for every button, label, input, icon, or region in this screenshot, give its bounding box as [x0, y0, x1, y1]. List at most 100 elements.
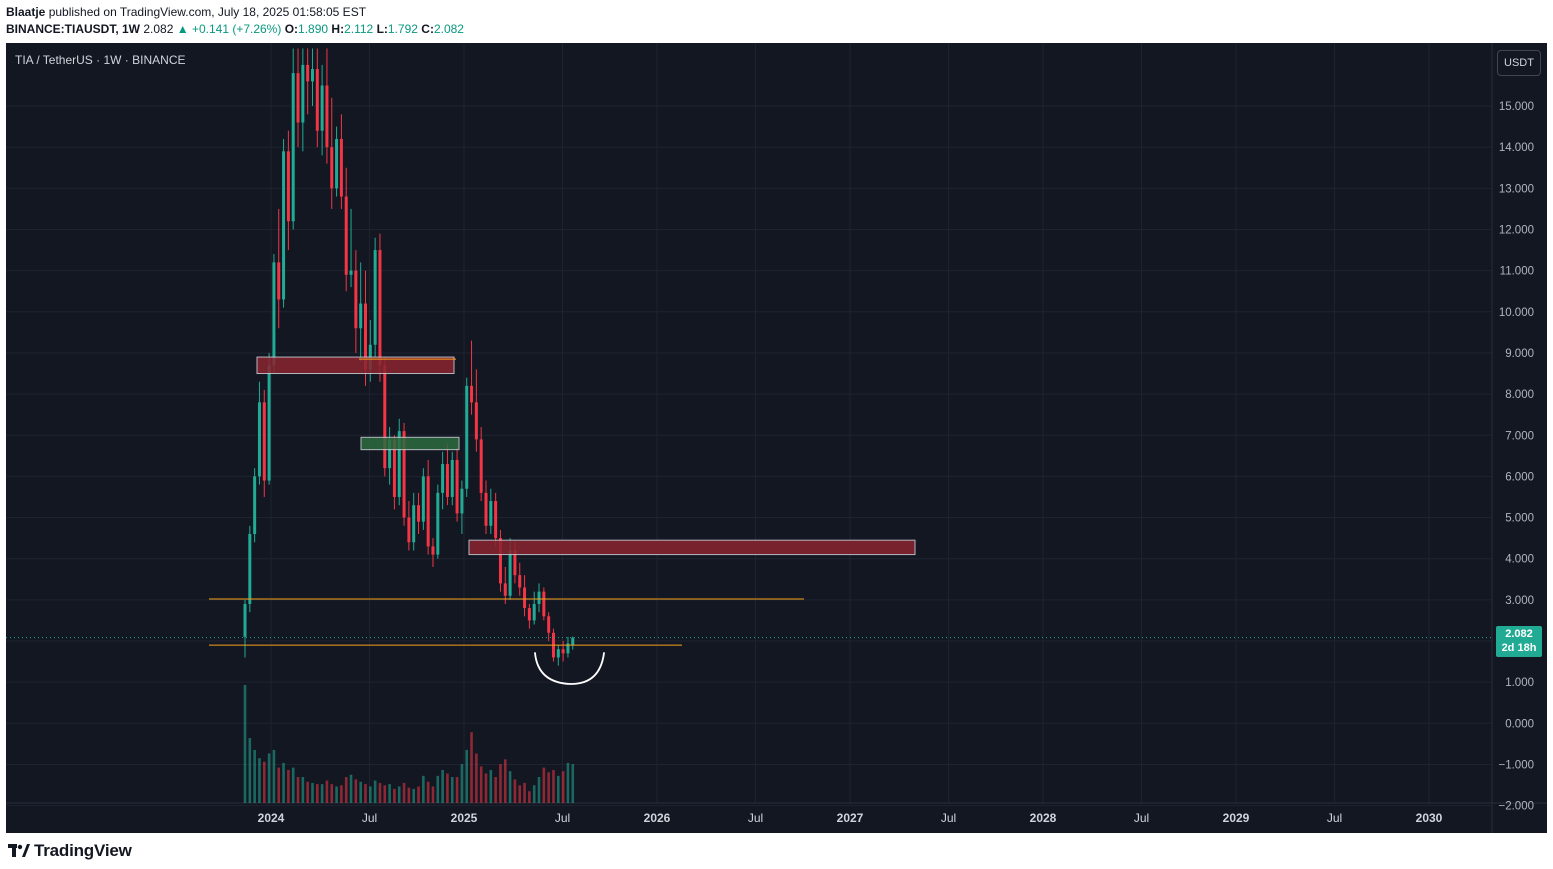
volume-bar — [335, 786, 338, 803]
volume-bar — [262, 761, 266, 803]
candle-body — [373, 250, 377, 345]
candle-body — [325, 85, 329, 148]
bar-countdown: 2d 18h — [1501, 642, 1537, 654]
candle-body — [301, 64, 305, 123]
red-zone — [468, 539, 916, 556]
candle-body — [277, 262, 281, 300]
candle-body — [282, 151, 286, 300]
candle-body — [450, 459, 454, 497]
y-tick-label: 13.000 — [1499, 183, 1534, 195]
y-tick-label: 3.000 — [1505, 595, 1534, 607]
candle-body — [417, 505, 421, 522]
x-tick-label: Jul — [748, 811, 763, 825]
x-tick-label: Jul — [1134, 811, 1149, 825]
volume-bar — [436, 775, 440, 803]
candle-body — [344, 196, 348, 275]
volume-bar — [532, 785, 536, 803]
volume-bar — [311, 782, 314, 803]
candle-body — [470, 385, 474, 403]
candle-body — [542, 591, 546, 617]
volume-bar — [528, 791, 531, 803]
x-tick-label: 2030 — [1416, 811, 1443, 825]
candle-body — [262, 402, 266, 481]
published-text: published on TradingView.com, July 18, 2… — [48, 5, 367, 19]
volume-bar — [373, 780, 377, 803]
green-zone — [360, 436, 460, 451]
volume-bar — [499, 764, 502, 803]
candle-body — [498, 538, 502, 584]
candle-body — [296, 73, 300, 123]
high-value: 2.112 — [344, 22, 374, 36]
volume-bar — [446, 773, 449, 803]
x-tick-label: Jul — [941, 811, 956, 825]
volume-bar — [460, 764, 464, 803]
candle-body — [349, 270, 353, 275]
candle-body — [436, 492, 440, 555]
volume-bar — [489, 769, 493, 803]
symbol: BINANCE:TIAUSDT, 1W — [6, 22, 140, 36]
volume-bar — [344, 777, 348, 803]
y-tick-label: 6.000 — [1505, 471, 1534, 483]
candle-body — [527, 608, 531, 621]
volume-bar — [397, 786, 401, 803]
candle-body — [503, 583, 507, 596]
y-tick-label: −1.000 — [1499, 759, 1535, 771]
volume-bar — [364, 784, 367, 803]
publish-header: Blaatje published on TradingView.com, Ju… — [6, 4, 464, 38]
candle-body — [508, 550, 512, 596]
y-tick-label: 1.000 — [1505, 677, 1534, 689]
candle-body — [397, 431, 401, 497]
x-tick-label: 2026 — [644, 811, 671, 825]
x-tick-label: Jul — [362, 811, 377, 825]
volume-bar — [513, 779, 517, 803]
candle-body — [556, 649, 560, 658]
volume-bar — [523, 782, 526, 803]
volume-bar — [393, 788, 396, 803]
volume-bar — [359, 781, 362, 803]
volume-bar — [426, 781, 430, 803]
volume-bar — [557, 775, 560, 803]
tradingview-logo-icon — [8, 844, 30, 857]
volume-bar — [484, 773, 488, 803]
candle-body — [253, 476, 257, 535]
volume-bar — [301, 777, 305, 803]
volume-bar — [253, 749, 256, 803]
volume-bar — [316, 784, 319, 803]
price-chart[interactable]: 15.000 14.000 13.000 12.000 11.000 10.000 9.00… — [6, 43, 1547, 833]
candle-body — [388, 439, 392, 469]
candle-body — [272, 262, 276, 366]
candle-body — [547, 616, 551, 633]
volume-bar — [450, 777, 454, 803]
candle-body — [532, 603, 536, 621]
candle-body — [392, 439, 396, 497]
volume-bar — [388, 784, 391, 803]
candle-body — [489, 501, 493, 526]
volume-bar — [243, 685, 247, 803]
candle-body — [339, 138, 343, 197]
high-label: H: — [331, 22, 345, 36]
author-name[interactable]: Blaatje — [6, 5, 46, 19]
x-tick-label: 2029 — [1223, 811, 1250, 825]
volume-bar — [422, 775, 425, 803]
candle-body — [335, 138, 339, 189]
y-tick-label: 9.000 — [1505, 348, 1534, 360]
x-tick-label: 2025 — [451, 811, 478, 825]
volume-bar — [571, 764, 575, 803]
volume-bar — [267, 753, 271, 803]
volume-bar — [407, 787, 411, 803]
chart-panel[interactable]: 15.000 14.000 13.000 12.000 11.000 10.000 9.00… — [6, 43, 1547, 833]
candle-body — [267, 365, 271, 481]
currency-button[interactable]: USDT — [1497, 50, 1541, 76]
series-legend: TIA / TetherUS · 1W · BINANCE — [15, 53, 186, 67]
volume-bar — [494, 777, 497, 803]
candle-body — [445, 464, 449, 497]
y-tick-label: 7.000 — [1505, 430, 1534, 442]
candle-body — [455, 459, 459, 514]
candle-body — [474, 402, 478, 440]
candle-body — [460, 488, 464, 514]
volume-bar — [325, 780, 329, 803]
x-tick-label: 2024 — [258, 811, 285, 825]
volume-bar — [258, 758, 261, 803]
candle-body — [431, 546, 435, 555]
volume-bar — [465, 749, 469, 803]
